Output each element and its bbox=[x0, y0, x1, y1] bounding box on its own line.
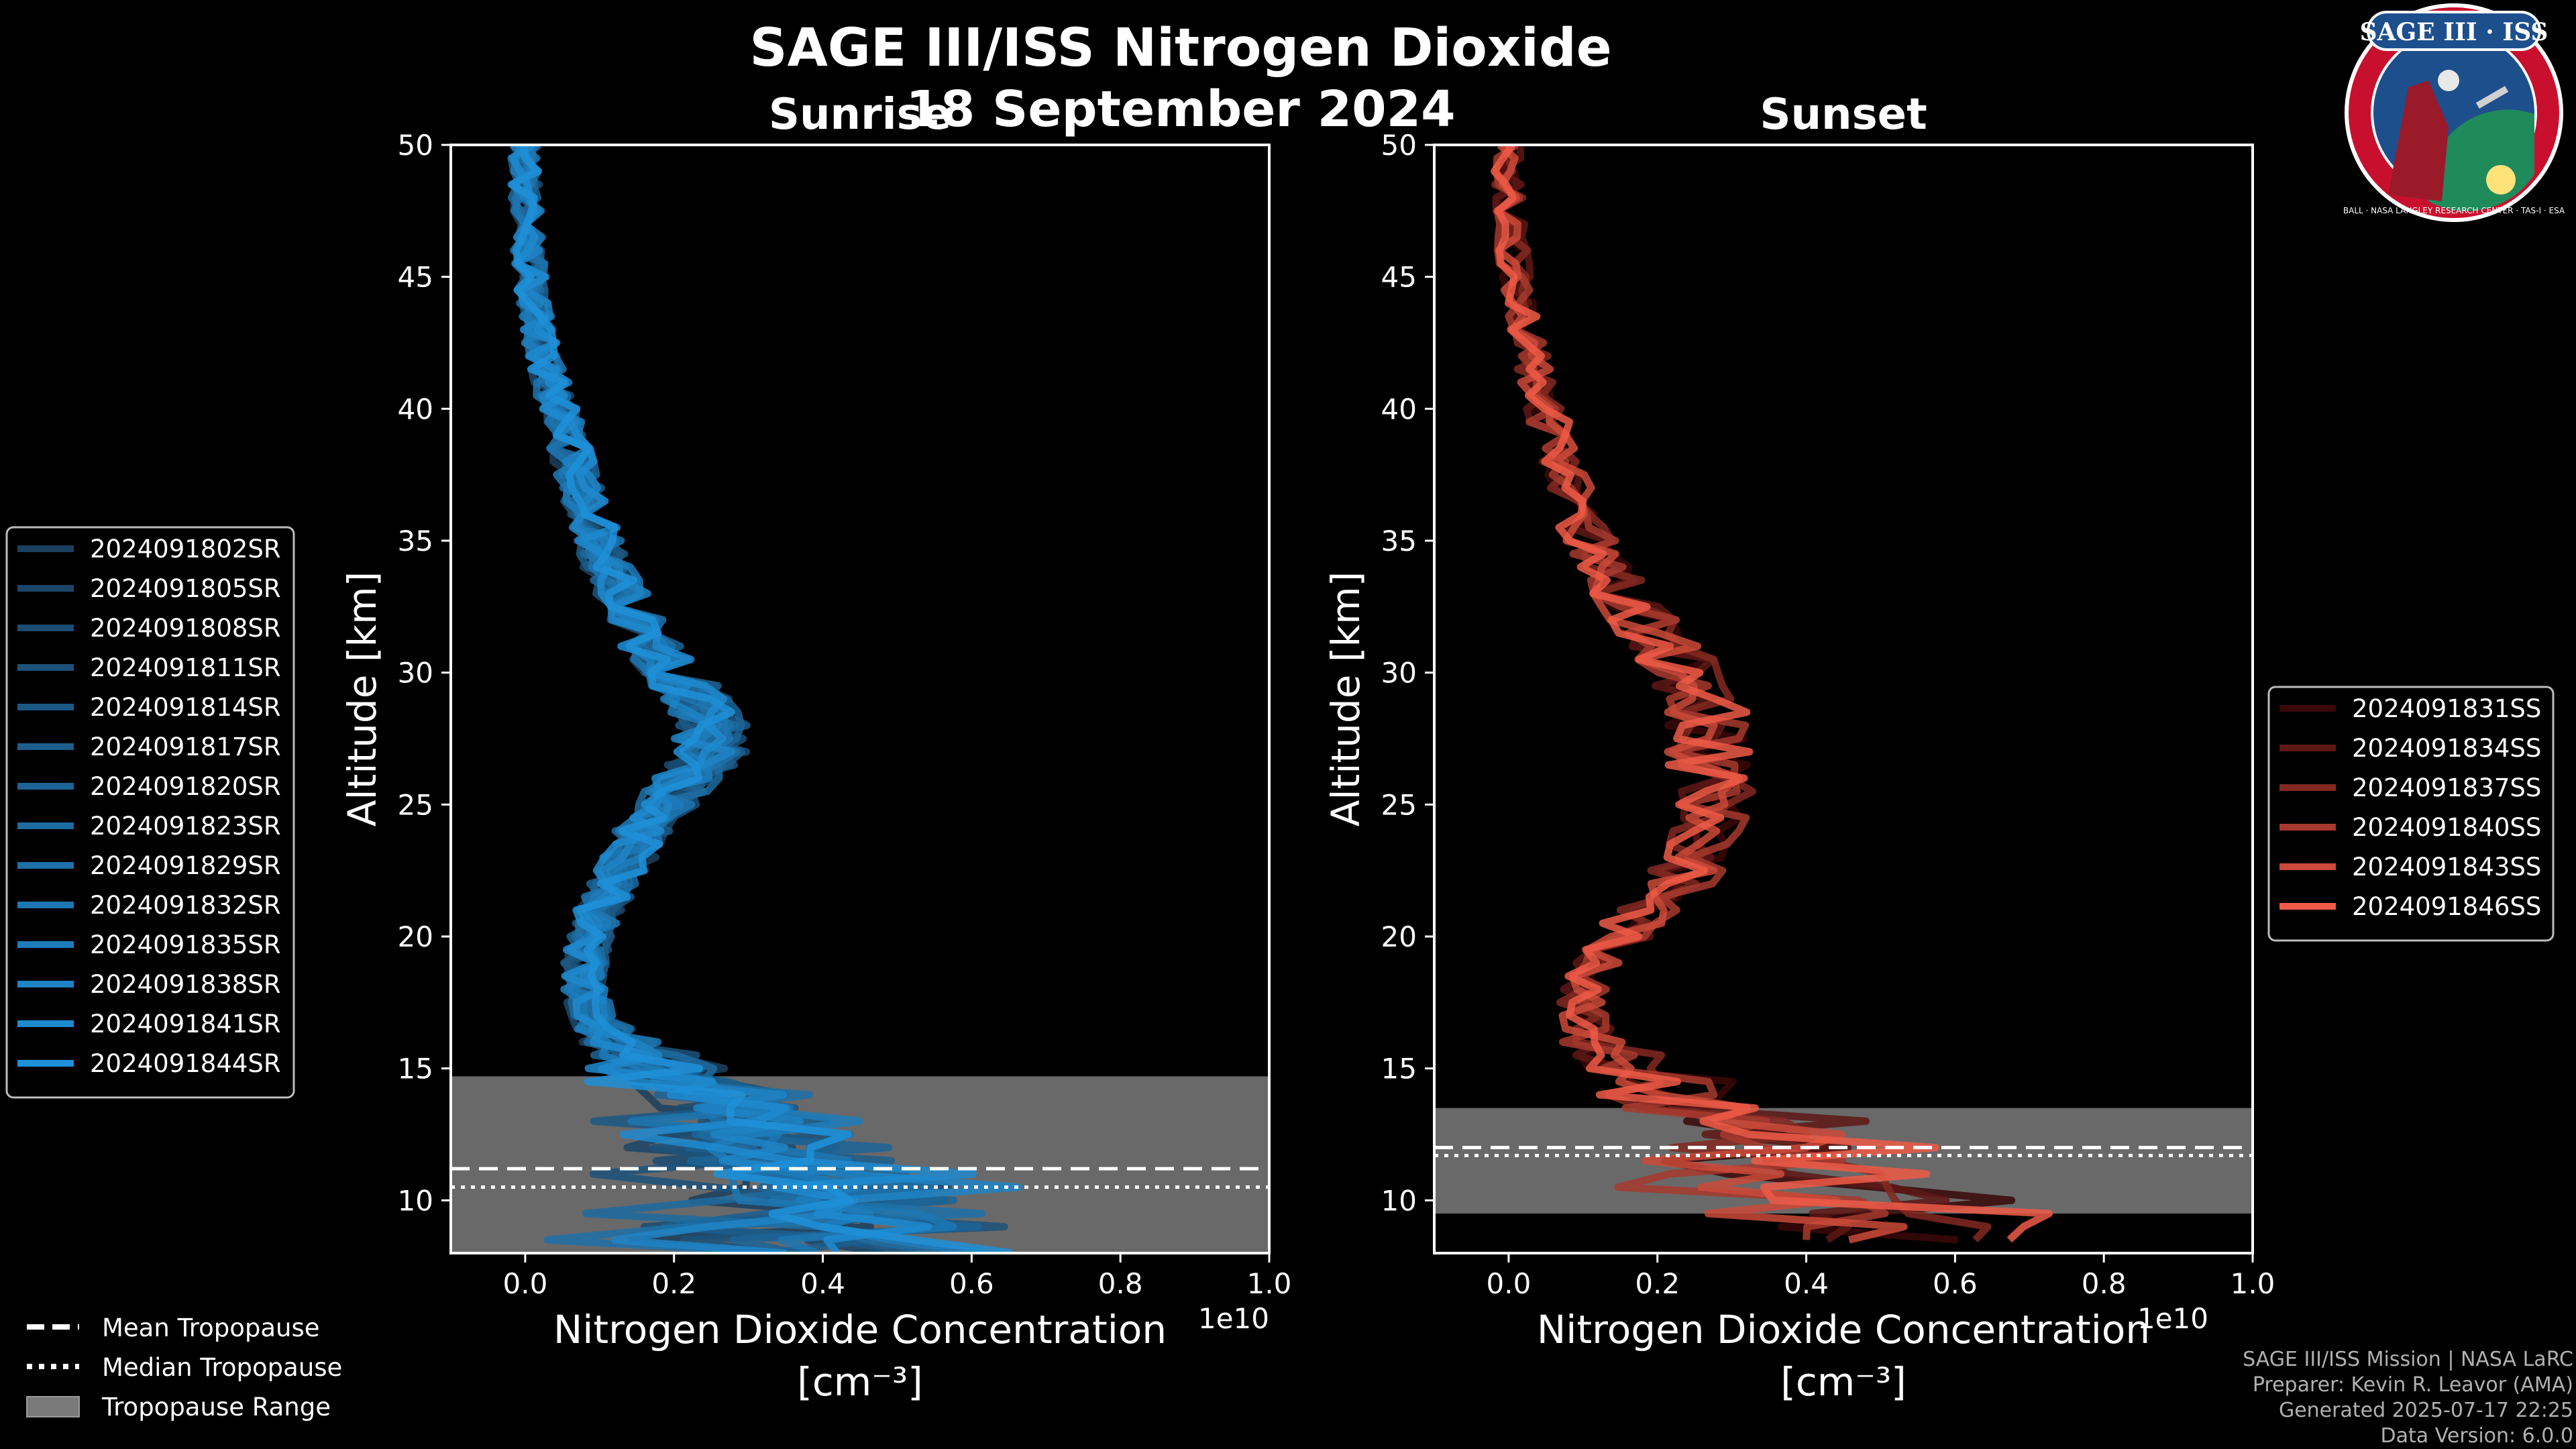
sunrise-x-offset: 1e10 bbox=[1198, 1302, 1269, 1335]
sunset-xtick-label: 0.8 bbox=[2082, 1267, 2127, 1300]
logo-ring-text: BALL · NASA LANGLEY RESEARCH CENTER · TA… bbox=[2343, 206, 2565, 215]
sunset-ytick-label: 25 bbox=[1381, 788, 1417, 821]
sunset-ytick-label: 20 bbox=[1381, 920, 1417, 953]
figure-date: 18 September 2024 bbox=[906, 80, 1455, 138]
credit-mission: SAGE III/ISS Mission | NASA LaRC bbox=[2243, 1348, 2573, 1371]
credits: SAGE III/ISS Mission | NASA LaRC Prepare… bbox=[2243, 1348, 2573, 1448]
logo-title: SAGE III · ISS bbox=[2360, 18, 2548, 46]
mean-tropopause-label: Mean Tropopause bbox=[102, 1313, 320, 1342]
sunrise-legend-label: 2024091817SR bbox=[90, 733, 281, 761]
sunrise-legend-label: 2024091832SR bbox=[90, 891, 281, 920]
sunrise-legend-label: 2024091808SR bbox=[90, 614, 281, 643]
sunset-legend-label: 2024091846SS bbox=[2352, 892, 2541, 921]
sunrise-profile-2024091841SR bbox=[508, 145, 977, 1253]
sunset-ytick-label: 45 bbox=[1381, 261, 1417, 294]
sunrise-xtick-label: 0.0 bbox=[503, 1267, 548, 1300]
sunrise-legend-label: 2024091844SR bbox=[90, 1049, 281, 1078]
sunset-ytick-label: 15 bbox=[1381, 1053, 1417, 1085]
sunset-profile-2024091846SS bbox=[1491, 145, 2053, 1243]
sunrise-ytick-label: 30 bbox=[398, 657, 433, 690]
sunset-ytick-label: 30 bbox=[1381, 657, 1417, 690]
logo-sun-icon bbox=[2486, 165, 2516, 195]
sunset-xtick-label: 1.0 bbox=[2231, 1267, 2275, 1300]
sunset-ytick-label: 40 bbox=[1381, 392, 1417, 425]
sunrise-legend-frame bbox=[5, 526, 295, 1099]
sunrise-xlabel-unit: [cm⁻³] bbox=[797, 1359, 923, 1405]
sunrise-legend-label: 2024091829SR bbox=[90, 851, 281, 880]
sunrise-legend-label: 2024091841SR bbox=[90, 1010, 281, 1038]
sunset-legend-label: 2024091840SS bbox=[2352, 813, 2541, 842]
credit-preparer: Preparer: Kevin R. Leavor (AMA) bbox=[2253, 1373, 2573, 1397]
sunset-xtick-label: 0.0 bbox=[1487, 1267, 1532, 1300]
sunrise-legend-label: 2024091811SR bbox=[90, 653, 281, 682]
sunrise-ytick-label: 50 bbox=[398, 129, 433, 162]
sunrise-ytick-label: 10 bbox=[398, 1184, 433, 1217]
sunset-axes-frame bbox=[1433, 144, 2254, 1254]
sunset-xtick-label: 0.2 bbox=[1635, 1267, 1680, 1300]
sunset-ylabel: Altitude [km] bbox=[1323, 572, 1368, 826]
tropopause-range-swatch bbox=[26, 1396, 80, 1417]
sunrise-legend-label: 2024091802SR bbox=[90, 535, 281, 564]
sunrise-legend: 2024091802SR 2024091805SR 2024091808SR 2024… bbox=[5, 526, 295, 1099]
tropopause-legend: Mean Tropopause Median Tropopause Tropop… bbox=[26, 1313, 342, 1421]
sunset-plot-background bbox=[1434, 145, 2253, 1253]
sunrise-ytick-label: 45 bbox=[398, 261, 433, 294]
sunset-legend-label: 2024091831SS bbox=[2352, 694, 2541, 723]
sunset-legend: 2024091831SS 2024091834SS 2024091837SS 2024… bbox=[2267, 686, 2555, 942]
sunset-subtitle: Sunset bbox=[1760, 90, 1927, 140]
sunrise-xlabel: Nitrogen Dioxide Concentration bbox=[553, 1307, 1167, 1352]
tropopause-range-label: Tropopause Range bbox=[101, 1393, 331, 1421]
sunrise-legend-label: 2024091814SR bbox=[90, 693, 281, 722]
sage-iii-iss-logo: SAGE III · ISS BALL · NASA LANGLEY RESEA… bbox=[2343, 3, 2565, 222]
logo-moon-icon bbox=[2438, 70, 2459, 91]
sunset-x-offset: 1e10 bbox=[2137, 1302, 2208, 1335]
sunrise-subtitle: Sunrise bbox=[769, 90, 951, 140]
sunset-xlabel-unit: [cm⁻³] bbox=[1780, 1359, 1907, 1405]
sunrise-xtick-label: 0.4 bbox=[800, 1267, 845, 1300]
median-tropopause-label: Median Tropopause bbox=[102, 1353, 342, 1382]
sunrise-ytick-label: 25 bbox=[398, 788, 433, 821]
sunrise-legend-label: 2024091823SR bbox=[90, 812, 281, 841]
sunrise-axes-frame bbox=[449, 144, 1271, 1254]
sunrise-legend-label: 2024091838SR bbox=[90, 970, 281, 999]
logo-banner bbox=[2367, 11, 2541, 51]
sunrise-panel: 0.0 0.2 0.4 0.6 0.8 1.0 10 15 20 25 30 35 40 45 50 Sun… bbox=[339, 90, 1291, 1405]
sunrise-xtick-label: 0.6 bbox=[949, 1267, 994, 1300]
sunrise-ytick-label: 15 bbox=[398, 1053, 433, 1085]
credit-generated: Generated 2025-07-17 22:25 bbox=[2279, 1399, 2573, 1422]
sunset-legend-label: 2024091837SS bbox=[2352, 773, 2541, 802]
sunrise-legend-label: 2024091835SR bbox=[90, 930, 281, 959]
sunset-legend-label: 2024091843SS bbox=[2352, 853, 2541, 881]
sunset-ytick-label: 50 bbox=[1381, 129, 1417, 162]
sunset-legend-label: 2024091834SS bbox=[2352, 734, 2541, 763]
sunset-xtick-label: 0.6 bbox=[1933, 1267, 1978, 1300]
sunrise-ytick-label: 20 bbox=[398, 920, 433, 953]
figure-title: SAGE III/ISS Nitrogen Dioxide bbox=[749, 18, 1611, 78]
sunrise-legend-label: 2024091805SR bbox=[90, 574, 281, 603]
logo-figure-icon bbox=[2388, 80, 2449, 201]
sunrise-legend-label: 2024091820SR bbox=[90, 772, 281, 801]
sunrise-ytick-label: 40 bbox=[398, 392, 433, 425]
sunset-xtick-label: 0.4 bbox=[1784, 1267, 1829, 1300]
sunset-ytick-label: 10 bbox=[1381, 1184, 1417, 1217]
sunset-ytick-label: 35 bbox=[1381, 525, 1417, 557]
logo-station-icon bbox=[2475, 86, 2509, 109]
sunset-legend-frame bbox=[2267, 686, 2555, 942]
sunrise-profile-2024091844SR bbox=[507, 145, 1013, 1253]
sunrise-ytick-label: 35 bbox=[398, 525, 433, 557]
credit-version: Data Version: 6.0.0 bbox=[2381, 1424, 2573, 1448]
sunrise-xtick-label: 0.8 bbox=[1098, 1267, 1143, 1300]
sunrise-ylabel: Altitude [km] bbox=[339, 572, 385, 826]
sunrise-xtick-label: 1.0 bbox=[1247, 1267, 1292, 1300]
sunset-xlabel: Nitrogen Dioxide Concentration bbox=[1537, 1307, 2150, 1352]
sunset-panel: 0.0 0.2 0.4 0.6 0.8 1.0 10 15 20 25 30 35 40 45 50 Sun… bbox=[1323, 90, 2275, 1405]
sunrise-xtick-label: 0.2 bbox=[651, 1267, 696, 1300]
